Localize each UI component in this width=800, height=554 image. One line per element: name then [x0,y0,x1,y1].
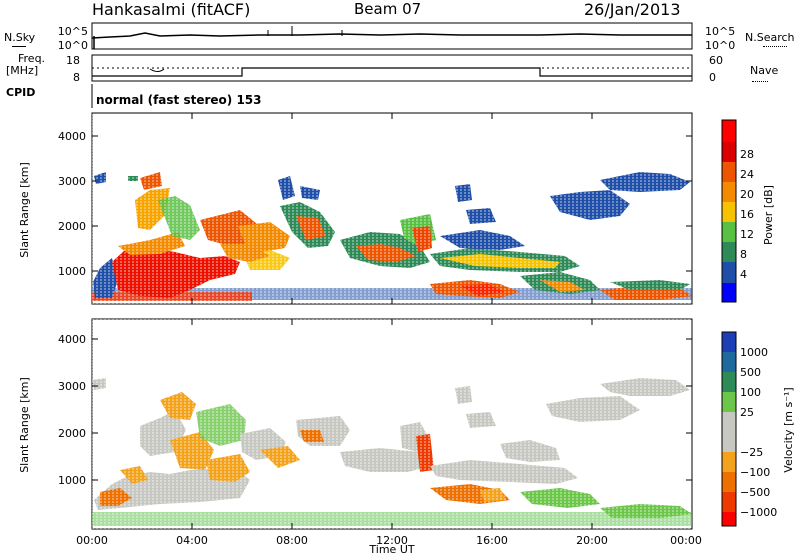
freq-panel: 18 8 60 0 [66,54,723,84]
xtick-0800: 08:00 [276,534,308,547]
nave-label: Nave [750,64,779,77]
vel-cb-tick-m25: −25 [740,446,763,459]
date-title: 26/Jan/2013 [584,0,681,19]
nave-tick-bottom: 0 [709,71,716,84]
velocity-ylabel: Slant Range [km] [18,377,31,473]
velocity-ytick-3000: 3000 [58,380,86,393]
nsearch-tick-top: 10^5 [705,25,735,38]
beam-title: Beam 07 [354,0,422,18]
xtick-1200: 12:00 [376,534,408,547]
nsky-tick-bottom: 10^0 [58,39,88,52]
velocity-yticks [92,338,692,481]
vel-cb-tick-m1000: −1000 [740,506,777,519]
power-cb-label: Power [dB] [762,185,775,245]
power-yticks [92,135,692,272]
freq-tick-top: 18 [66,54,80,67]
nsearch-label: N.Search [745,31,795,44]
power-ytick-3000: 3000 [58,175,86,188]
velocity-cb-label: Velocity [m s⁻¹] [782,387,795,472]
velocity-ytick-1000: 1000 [58,474,86,487]
nsearch-underline [763,46,787,47]
power-cb-tick-12: 12 [740,228,754,241]
power-ytick-1000: 1000 [58,265,86,278]
xtick-2000: 20:00 [576,534,608,547]
vel-cb-tick-m500: −500 [740,486,770,499]
power-cb-tick-20: 20 [740,188,754,201]
power-cb-tick-24: 24 [740,168,754,181]
nave-tick-top: 60 [709,54,723,67]
nsky-tick-top: 10^5 [58,25,88,38]
velocity-ytick-4000: 4000 [58,333,86,346]
power-cb-tick-16: 16 [740,208,754,221]
xtick-1600: 16:00 [476,534,508,547]
vel-cb-tick-m100: −100 [740,466,770,479]
freq-label-2: [MHz] [6,64,39,77]
vel-cb-tick-500: 500 [740,366,761,379]
vel-cb-tick-1000: 1000 [740,346,768,359]
cpid-row: normal (fast stereo) 153 [91,84,262,108]
xtick-0400: 04:00 [176,534,208,547]
vel-cb-tick-25: 25 [740,406,754,419]
velocity-xticks [191,319,593,529]
power-xticks [191,113,593,304]
velocity-panel: 1000 2000 3000 4000 Slant Range [km] 00:… [18,318,795,554]
velocity-ytick-2000: 2000 [58,427,86,440]
power-colorbar [721,119,737,303]
power-cb-tick-8: 8 [740,248,747,261]
power-cb-tick-4: 4 [740,268,747,281]
cpid-value: normal (fast stereo) 153 [96,93,262,107]
velocity-colorbar [721,331,737,527]
velocity-data-field [92,319,692,529]
station-title: Hankasalmi (fitACF) [92,0,251,19]
nsky-panel: 10^5 10^0 10^5 10^0 [58,22,735,52]
vel-cb-tick-100: 100 [740,386,761,399]
xlabel-time-ut: Time UT [368,543,414,554]
freq-label-1: Freq. [18,52,46,65]
power-ylabel: Slant Range [km] [18,162,31,258]
nave-underline [752,81,768,82]
nsky-label: N.Sky [4,31,36,44]
power-cb-tick-28: 28 [740,148,754,161]
xtick-0000: 00:00 [76,534,108,547]
xtick-2400: 00:00 [670,534,702,547]
power-panel: 1000 2000 3000 4000 Slant Range [km] 4 8… [18,112,775,305]
power-ytick-4000: 4000 [58,130,86,143]
power-ytick-2000: 2000 [58,220,86,233]
freq-tick-bottom: 8 [73,71,80,84]
nsearch-tick-bottom: 10^0 [705,39,735,52]
nsky-underline [12,46,26,47]
power-data-field [92,113,692,304]
cpid-label: CPID [6,86,36,99]
